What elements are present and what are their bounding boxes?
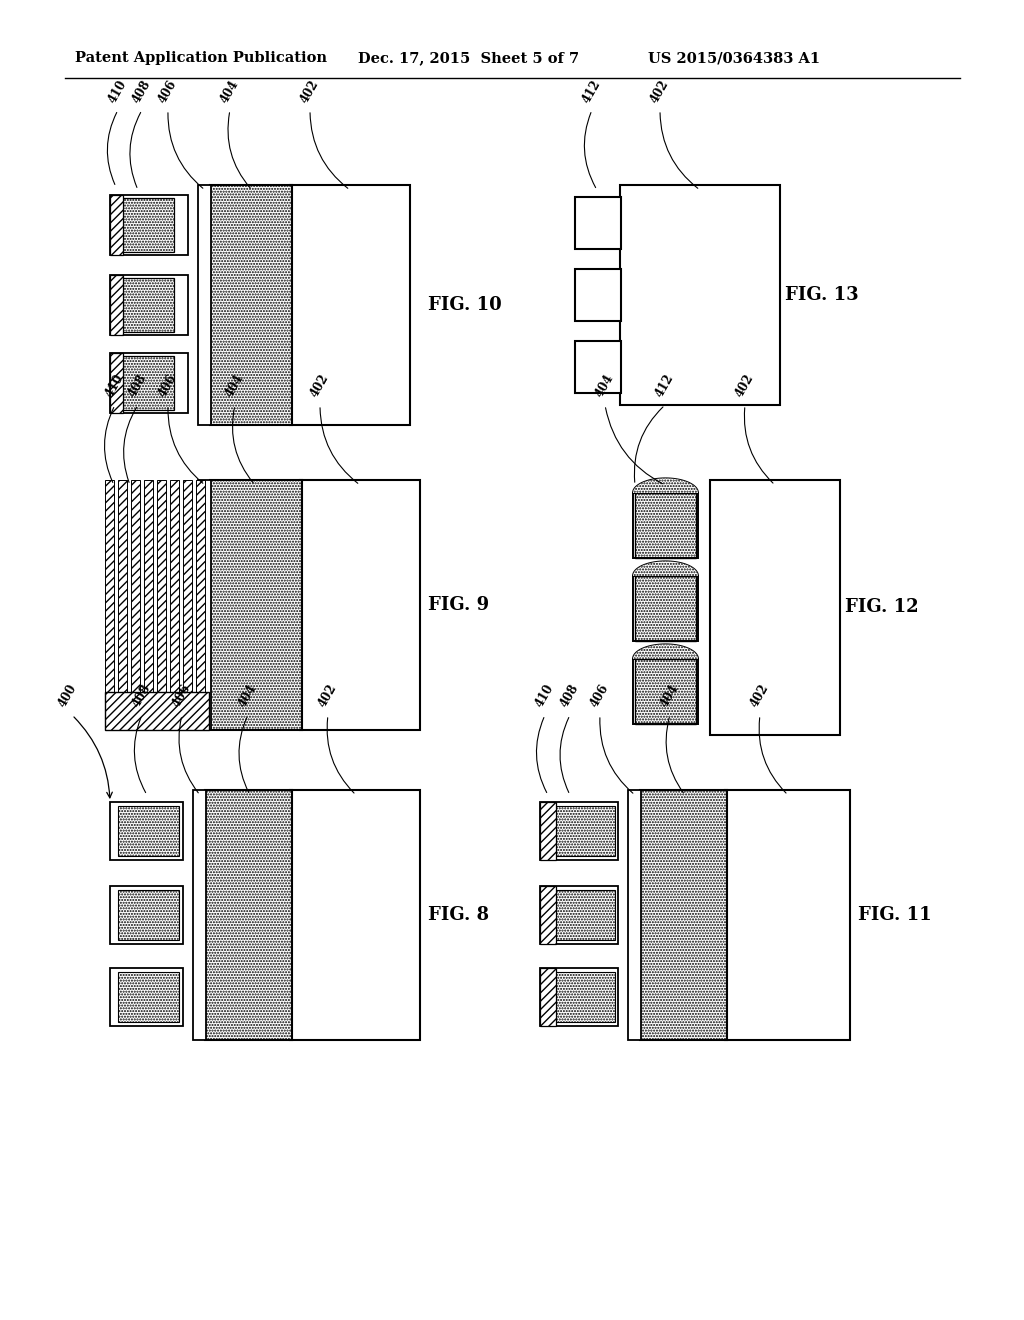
Bar (118, 890, 179, 940)
Bar (110, 352, 188, 413)
Text: FIG. 12: FIG. 12 (845, 598, 919, 616)
Bar (110, 886, 183, 944)
Bar (540, 886, 618, 944)
Bar (555, 890, 615, 940)
Bar (118, 972, 179, 1022)
Polygon shape (633, 561, 698, 576)
Bar (198, 480, 211, 730)
Bar (183, 480, 193, 730)
Bar (193, 789, 206, 1040)
Bar (575, 197, 621, 249)
Bar (290, 789, 420, 1040)
Bar (198, 185, 211, 425)
Text: 402: 402 (298, 78, 322, 106)
Bar (575, 341, 621, 393)
Bar (110, 275, 123, 335)
Polygon shape (633, 561, 698, 576)
Text: 410: 410 (106, 78, 130, 106)
Polygon shape (633, 644, 698, 659)
Text: FIG. 9: FIG. 9 (428, 597, 489, 614)
Bar (540, 968, 556, 1026)
Bar (640, 789, 727, 1040)
Bar (110, 803, 183, 861)
Text: 408: 408 (130, 682, 154, 710)
Bar (170, 480, 179, 730)
Text: US 2015/0364383 A1: US 2015/0364383 A1 (648, 51, 820, 65)
Text: Patent Application Publication: Patent Application Publication (75, 51, 327, 65)
Text: 412: 412 (581, 78, 604, 106)
Text: 402: 402 (648, 78, 672, 106)
Text: 402: 402 (749, 682, 772, 710)
Text: FIG. 10: FIG. 10 (428, 296, 502, 314)
Bar (110, 275, 188, 335)
Bar (122, 198, 174, 252)
Bar (300, 480, 420, 730)
Polygon shape (633, 478, 698, 492)
Bar (635, 576, 696, 642)
Bar (633, 659, 698, 723)
Bar (725, 789, 850, 1040)
Bar (205, 789, 292, 1040)
Text: FIG. 11: FIG. 11 (858, 906, 932, 924)
Bar (110, 195, 123, 255)
Text: 406: 406 (588, 682, 611, 710)
Text: Dec. 17, 2015  Sheet 5 of 7: Dec. 17, 2015 Sheet 5 of 7 (358, 51, 580, 65)
Bar (635, 659, 696, 723)
Bar (210, 185, 292, 425)
Bar (110, 195, 188, 255)
Bar (122, 356, 174, 411)
Bar (196, 480, 205, 730)
Bar (555, 972, 615, 1022)
Bar (710, 480, 840, 735)
Bar (105, 480, 114, 730)
Text: 406: 406 (170, 682, 194, 710)
Bar (118, 480, 127, 730)
Text: 408: 408 (126, 372, 150, 400)
Text: FIG. 8: FIG. 8 (428, 906, 489, 924)
Bar (131, 480, 140, 730)
Text: 404: 404 (223, 372, 247, 400)
Text: 402: 402 (308, 372, 332, 400)
Bar (157, 480, 166, 730)
Text: 410: 410 (103, 372, 127, 400)
Bar (110, 352, 123, 413)
Text: 404: 404 (658, 682, 682, 710)
Bar (540, 803, 556, 861)
Bar (540, 968, 618, 1026)
Bar (540, 803, 618, 861)
Bar (122, 279, 174, 333)
Text: 404: 404 (237, 682, 260, 710)
Bar (144, 480, 153, 730)
Text: 404: 404 (593, 372, 616, 400)
Polygon shape (633, 644, 698, 659)
Text: 410: 410 (534, 682, 557, 710)
Bar (620, 185, 780, 405)
Polygon shape (633, 478, 698, 492)
Bar (118, 807, 179, 855)
Bar (555, 807, 615, 855)
Bar (110, 968, 183, 1026)
Bar (540, 886, 556, 944)
Bar (635, 492, 696, 558)
Bar (633, 492, 698, 558)
Text: 408: 408 (558, 682, 582, 710)
Bar (210, 480, 302, 730)
Bar (575, 269, 621, 321)
Text: 408: 408 (130, 78, 154, 106)
Text: 406: 406 (157, 372, 180, 400)
Text: 402: 402 (316, 682, 340, 710)
Text: 412: 412 (653, 372, 677, 400)
Bar (633, 576, 698, 642)
Text: 406: 406 (157, 78, 180, 106)
Text: 404: 404 (218, 78, 242, 106)
Text: 402: 402 (733, 372, 757, 400)
Bar (290, 185, 410, 425)
Bar (628, 789, 641, 1040)
Text: FIG. 13: FIG. 13 (785, 286, 859, 304)
Bar (105, 692, 209, 730)
Text: 400: 400 (56, 682, 80, 710)
